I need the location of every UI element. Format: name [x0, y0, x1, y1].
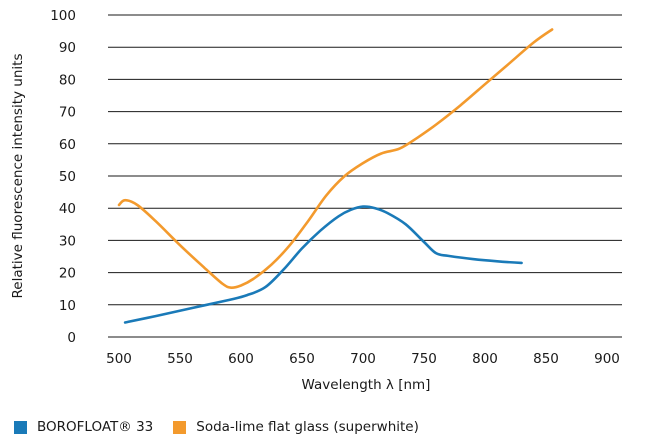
x-tick-label: 500 [106, 351, 132, 367]
series-line-soda-lime [117, 28, 554, 290]
x-tick-label: 850 [533, 351, 559, 367]
y-tick-label: 100 [50, 8, 76, 24]
y-tick-label: 0 [67, 330, 76, 346]
x-axis-title: Wavelength λ [nm] [302, 377, 431, 393]
x-tick-label: 550 [167, 351, 193, 367]
series-lines [117, 28, 554, 324]
y-axis-title: Relative fluorescence intensity units [10, 54, 26, 299]
fluorescence-line-chart: 0 10 20 30 40 50 60 70 80 90 100 500 550 600 650 700 75… [10, 8, 622, 393]
legend-swatch-borofloat [14, 420, 27, 434]
legend-swatch-soda-lime [173, 420, 187, 434]
y-tick-labels: 0 10 20 30 40 50 60 70 80 90 100 [50, 8, 76, 346]
y-tick-label: 70 [59, 105, 76, 121]
x-tick-label: 600 [228, 351, 254, 367]
legend-label-borofloat: BOROFLOAT® 33 [37, 419, 154, 435]
x-tick-label: 750 [411, 351, 437, 367]
x-tick-labels: 500 550 600 650 700 750 800 850 900 [106, 351, 620, 367]
x-tick-label: 700 [350, 351, 376, 367]
gridlines [108, 14, 622, 338]
legend-label-soda-lime: Soda-lime flat glass (superwhite) [196, 419, 419, 435]
y-tick-label: 10 [59, 298, 76, 314]
y-tick-label: 20 [59, 266, 76, 282]
y-tick-label: 50 [59, 169, 76, 185]
y-tick-label: 40 [59, 201, 76, 217]
y-tick-label: 90 [59, 40, 76, 56]
y-tick-label: 60 [59, 137, 76, 153]
y-tick-label: 30 [59, 233, 76, 249]
legend-item-soda-lime: Soda-lime flat glass (superwhite) [173, 419, 419, 435]
x-tick-label: 800 [472, 351, 498, 367]
series-line-borofloat [123, 205, 523, 324]
x-tick-label: 650 [289, 351, 315, 367]
legend: BOROFLOAT® 33 Soda-lime flat glass (supe… [14, 418, 439, 436]
legend-item-borofloat: BOROFLOAT® 33 [14, 419, 153, 435]
x-tick-label: 900 [594, 351, 620, 367]
y-tick-label: 80 [59, 72, 76, 88]
